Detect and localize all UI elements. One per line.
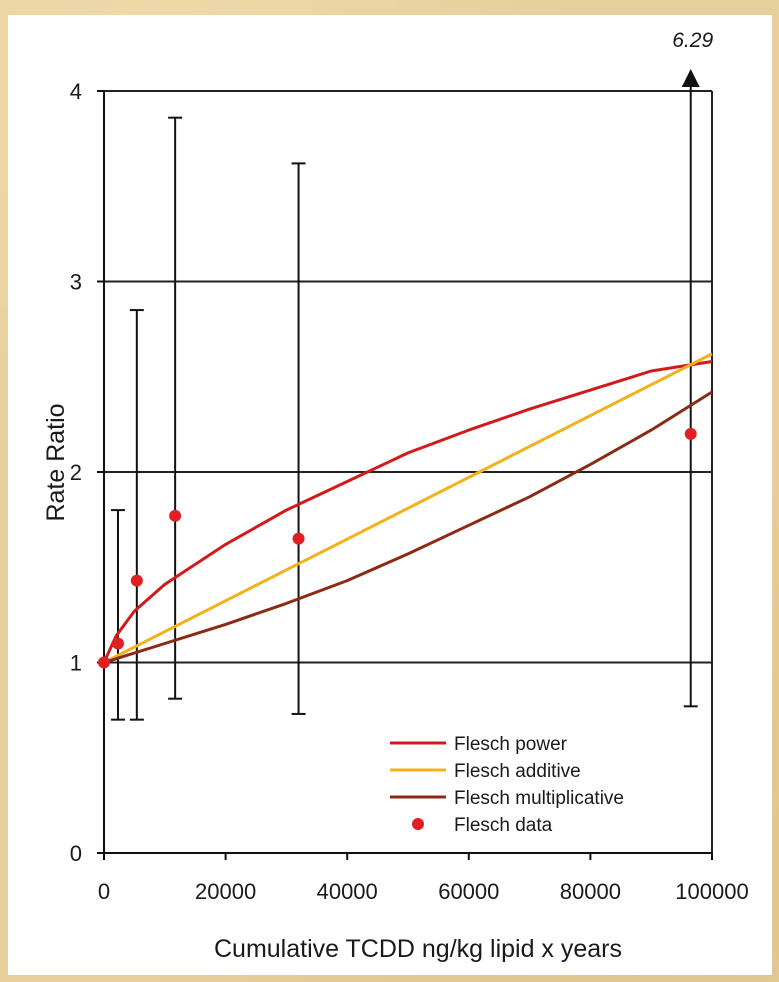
y-tick-label: 2 xyxy=(70,460,82,485)
y-axis-title: Rate Ratio xyxy=(42,403,70,521)
chart-panel: 0 1 2 3 4 0 20000 40000 60000 80000 100000 6.29 Cu… xyxy=(8,15,772,975)
series-line-2 xyxy=(103,390,713,664)
x-tick-label: 80000 xyxy=(560,879,621,904)
x-tick-label: 40000 xyxy=(317,879,378,904)
x-tick-label: 100000 xyxy=(675,879,748,904)
grid-lines xyxy=(104,90,712,664)
x-tick-label: 20000 xyxy=(195,879,256,904)
x-tick-label: 0 xyxy=(98,879,110,904)
y-tick-label: 0 xyxy=(70,841,82,866)
legend-swatch-3 xyxy=(412,818,424,830)
y-tick-label: 1 xyxy=(70,651,82,676)
error-bars xyxy=(110,69,700,721)
series-line-0 xyxy=(102,360,713,664)
data-point-2 xyxy=(130,574,143,587)
annotations: 6.29 xyxy=(672,29,713,52)
x-axis-title: Cumulative TCDD ng/kg lipid x years xyxy=(214,935,622,963)
data-point-0 xyxy=(98,656,110,669)
y-tick-label: 3 xyxy=(70,270,82,295)
series-line-1 xyxy=(103,352,713,664)
data-point-5 xyxy=(684,427,697,440)
legend-label-2: Flesch multiplicative xyxy=(454,788,624,809)
data-point-3 xyxy=(169,509,182,522)
legend: Flesch power Flesch additive Flesch multip… xyxy=(390,734,624,836)
annotation-offscale-value: 6.29 xyxy=(672,29,713,52)
y-tick-label: 4 xyxy=(70,79,82,104)
legend-label-3: Flesch data xyxy=(454,815,553,836)
legend-label-1: Flesch additive xyxy=(454,761,581,782)
series-lines xyxy=(102,352,713,664)
x-tick-label: 60000 xyxy=(438,879,499,904)
legend-label-0: Flesch power xyxy=(454,734,568,755)
tick-labels: 0 1 2 3 4 0 20000 40000 60000 80000 100000 xyxy=(70,79,749,904)
data-points xyxy=(98,427,697,669)
rate-ratio-chart: 0 1 2 3 4 0 20000 40000 60000 80000 100000 6.29 Cu… xyxy=(42,29,749,963)
data-point-4 xyxy=(292,532,305,545)
error-arrow-up xyxy=(681,69,700,87)
data-point-1 xyxy=(111,637,124,650)
